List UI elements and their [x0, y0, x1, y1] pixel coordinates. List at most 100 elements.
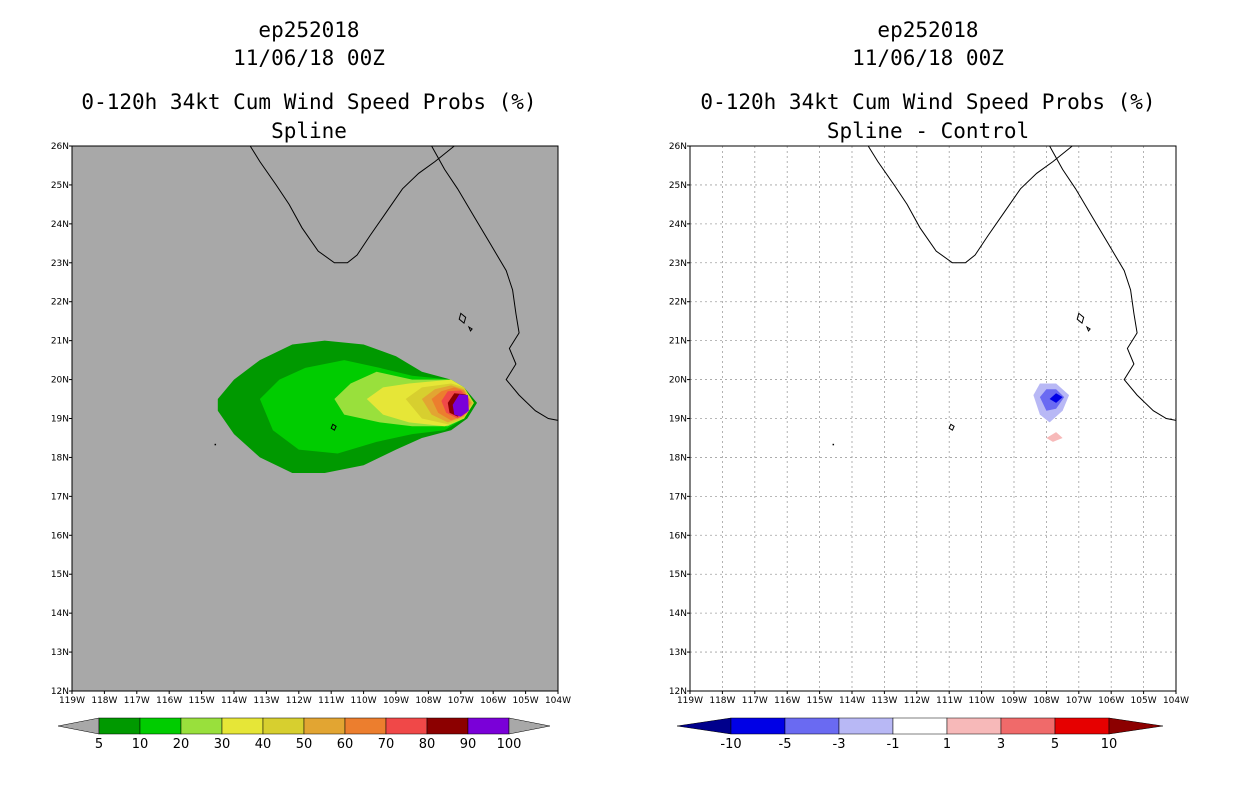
x-tick-label: 104W [545, 696, 571, 706]
colorbar-swatch [1000, 717, 1056, 735]
colorbar-label: 20 [173, 737, 190, 752]
y-tick-label: 25N [51, 181, 69, 191]
y-tick-label: 13N [669, 648, 687, 658]
x-tick-label: 107W [1066, 696, 1092, 706]
colorbar-label: -10 [720, 737, 741, 752]
left-x-ticks: 119W 118W 117W 116W 115W 114W 113W 112W 111W 110W… [59, 691, 571, 706]
x-tick-label: 108W [415, 696, 441, 706]
colorbar-high-arrow [1108, 717, 1164, 735]
right-panel: ep252018 11/06/18 00Z 0-120h 34kt Cum Wi… [669, 18, 1189, 752]
y-tick-label: 12N [669, 687, 687, 697]
x-tick-label: 117W [124, 696, 150, 706]
x-tick-label: 114W [221, 696, 247, 706]
x-tick-label: 109W [1001, 696, 1027, 706]
colorbar-low-arrow [676, 717, 732, 735]
mainland-coast-line [431, 145, 559, 421]
colorbar-swatch [784, 717, 840, 735]
colorbar-label: 70 [378, 737, 395, 752]
colorbar-label: 40 [255, 737, 272, 752]
colorbar-label: 1 [943, 737, 951, 752]
island-outline [458, 312, 467, 324]
colorbar-swatch [221, 717, 264, 735]
left-title-product: 0-120h 34kt Cum Wind Speed Probs (%) [81, 90, 536, 114]
x-tick-label: 112W [904, 696, 930, 706]
x-tick-label: 106W [480, 696, 506, 706]
left-y-ticks: 12N 13N 14N 15N 16N 17N 18N 19N 20N 21N 22N 23N 24N 2… [51, 142, 72, 697]
colorbar-swatch [139, 717, 182, 735]
colorbar-high-arrow [508, 717, 551, 735]
island-outline [330, 423, 337, 431]
right-gridlines [690, 146, 1176, 691]
y-tick-label: 25N [669, 181, 687, 191]
colorbar-low-arrow [57, 717, 100, 735]
colorbar-swatch [892, 717, 948, 735]
x-tick-label: 109W [383, 696, 409, 706]
y-tick-label: 17N [669, 492, 687, 502]
colorbar-swatch [180, 717, 223, 735]
colorbar-swatch [730, 717, 786, 735]
y-tick-label: 26N [51, 142, 69, 152]
y-tick-label: 24N [51, 220, 69, 230]
y-tick-label: 22N [51, 298, 69, 308]
x-tick-label: 113W [871, 696, 897, 706]
y-tick-label: 21N [669, 337, 687, 347]
y-tick-label: 21N [51, 337, 69, 347]
colorbar-label: -1 [887, 737, 900, 752]
x-tick-label: 110W [351, 696, 377, 706]
y-tick-label: 23N [669, 259, 687, 269]
colorbar-label: 10 [132, 737, 149, 752]
y-tick-label: 20N [669, 376, 687, 386]
y-tick-label: 20N [51, 376, 69, 386]
colorbar-swatch [344, 717, 387, 735]
right-title-date: 11/06/18 00Z [852, 46, 1004, 70]
y-tick-label: 15N [51, 570, 69, 580]
x-tick-label: 117W [742, 696, 768, 706]
y-tick-label: 18N [669, 453, 687, 463]
right-x-ticks: 119W 118W 117W 116W 115W 114W 113W 112W 111W 110W… [677, 691, 1189, 706]
right-title-storm: ep252018 [877, 18, 978, 42]
colorbar-swatch [426, 717, 469, 735]
colorbar-label: 3 [997, 737, 1005, 752]
x-tick-label: 104W [1163, 696, 1189, 706]
left-panel: ep252018 11/06/18 00Z 0-120h 34kt Cum Wi… [51, 18, 571, 752]
y-tick-label: 12N [51, 687, 69, 697]
contour-level-90 [452, 394, 469, 417]
colorbar-label: 100 [497, 737, 522, 752]
y-tick-label: 23N [51, 259, 69, 269]
x-tick-label: 111W [936, 696, 962, 706]
y-tick-label: 24N [669, 220, 687, 230]
right-y-ticks: 12N 13N 14N 15N 16N 17N 18N 19N 20N 21N 22N 23N 24N 2… [669, 142, 690, 697]
colorbar-label: 5 [95, 737, 103, 752]
colorbar-label: 50 [296, 737, 313, 752]
left-title-date: 11/06/18 00Z [233, 46, 385, 70]
x-tick-label: 106W [1098, 696, 1124, 706]
y-tick-label: 13N [51, 648, 69, 658]
colorbar-swatch [467, 717, 510, 735]
y-tick-label: 26N [669, 142, 687, 152]
baja-coast-line [867, 145, 1073, 264]
x-tick-label: 114W [839, 696, 865, 706]
x-tick-label: 107W [448, 696, 474, 706]
left-colorbar: 5 10 20 30 40 50 60 70 80 90 100 [57, 717, 551, 752]
right-title-subtitle: Spline - Control [827, 119, 1029, 143]
x-tick-label: 105W [1131, 696, 1157, 706]
contour-level-1 [1046, 432, 1063, 442]
island-outline [467, 325, 473, 332]
left-contours [217, 340, 478, 473]
colorbar-label: 30 [214, 737, 231, 752]
left-title-subtitle: Spline [271, 119, 347, 143]
x-tick-label: 116W [774, 696, 800, 706]
colorbar-swatch [98, 717, 141, 735]
x-tick-label: 113W [253, 696, 279, 706]
y-tick-label: 16N [51, 531, 69, 541]
right-contours [1033, 383, 1070, 442]
x-tick-label: 115W [189, 696, 215, 706]
y-tick-label: 22N [669, 298, 687, 308]
baja-coast-line [249, 145, 455, 264]
colorbar-label: 90 [460, 737, 477, 752]
x-tick-label: 118W [709, 696, 735, 706]
colorbar-label: -5 [779, 737, 792, 752]
contour-level--5 [1049, 393, 1063, 403]
colorbar-label: 5 [1051, 737, 1059, 752]
